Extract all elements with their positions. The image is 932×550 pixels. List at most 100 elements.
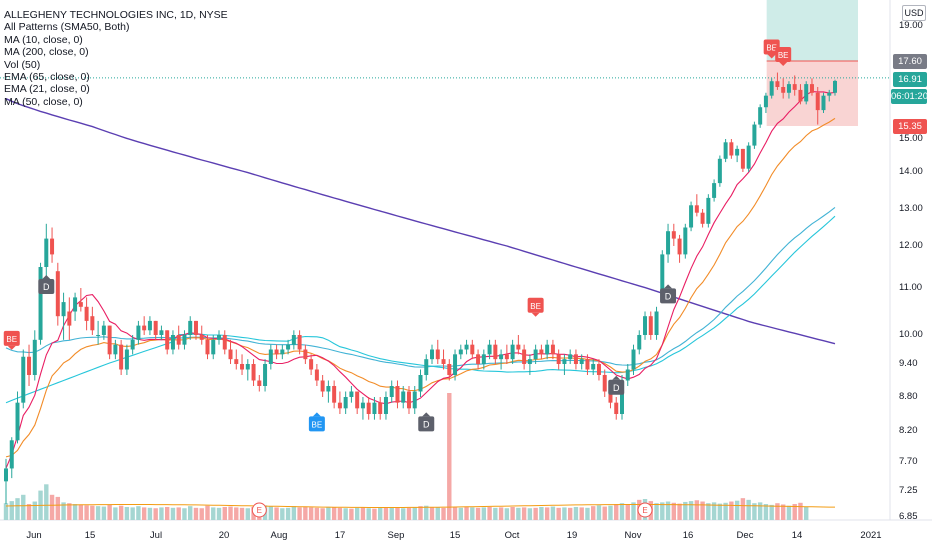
candle-body-37 bbox=[217, 335, 222, 340]
volume-bar-3 bbox=[21, 494, 26, 520]
volume-bar-125 bbox=[723, 502, 728, 520]
candle-body-143 bbox=[827, 92, 832, 96]
volume-bar-26 bbox=[153, 508, 158, 520]
candle-body-36 bbox=[211, 339, 216, 355]
x-tick-13: 14 bbox=[791, 530, 803, 541]
volume-bar-73 bbox=[424, 505, 429, 520]
volume-bar-31 bbox=[182, 508, 187, 520]
volume-bar-41 bbox=[239, 507, 245, 520]
volume-bar-81 bbox=[470, 507, 475, 520]
candle-body-66 bbox=[383, 397, 388, 414]
x-tick-12: Dec bbox=[736, 530, 754, 541]
price-label-stop: 15.35 bbox=[893, 119, 927, 134]
volume-bar-15 bbox=[90, 505, 95, 520]
volume-bar-90 bbox=[521, 507, 527, 520]
pattern-marker-pointer-2 bbox=[312, 412, 321, 417]
indicator-0[interactable]: All Patterns (SMA50, Both) bbox=[4, 21, 130, 34]
volume-bar-19 bbox=[113, 507, 118, 520]
candle-body-8 bbox=[50, 238, 55, 255]
volume-bar-118 bbox=[683, 501, 688, 520]
x-tick-2: Jul bbox=[149, 530, 163, 541]
volume-bar-5 bbox=[32, 501, 37, 520]
pattern-marker-label-4: BE bbox=[530, 302, 541, 311]
volume-bar-126 bbox=[729, 501, 734, 520]
candle-body-96 bbox=[556, 354, 561, 364]
volume-spike-bar bbox=[447, 393, 452, 520]
x-tick-4: Aug bbox=[270, 530, 288, 541]
candle-body-34 bbox=[199, 335, 204, 340]
indicator-1[interactable]: MA (10, close, 0) bbox=[4, 33, 83, 46]
candle-body-81 bbox=[470, 344, 475, 355]
x-tick-3: 20 bbox=[218, 530, 230, 541]
pattern-marker-pointer-6 bbox=[664, 284, 673, 289]
legend: ALLEGHENY TECHNOLOGIES INC, 1D, NYSE All… bbox=[4, 9, 228, 108]
x-tick-1: 15 bbox=[84, 530, 96, 541]
candle-body-78 bbox=[453, 354, 458, 375]
volume-bar-70 bbox=[406, 507, 412, 520]
pattern-marker-pointer-7 bbox=[767, 54, 776, 59]
volume-bar-78 bbox=[452, 507, 458, 520]
volume-bar-47 bbox=[274, 507, 279, 520]
pattern-marker-box-2 bbox=[308, 416, 325, 432]
x-tick-5: 17 bbox=[334, 530, 346, 541]
y-tick-9: 10.00 bbox=[899, 329, 923, 340]
volume-bar-37 bbox=[216, 507, 222, 520]
volume-bar-8 bbox=[49, 494, 55, 520]
y-tick-14: 7.25 bbox=[899, 485, 918, 496]
volume-bar-4 bbox=[26, 504, 32, 520]
volume-bar-13 bbox=[78, 504, 84, 520]
indicator-4[interactable]: EMA (65, close, 0) bbox=[4, 71, 90, 84]
indicator-5[interactable]: EMA (21, close, 0) bbox=[4, 83, 90, 96]
volume-bar-79 bbox=[458, 507, 463, 520]
volume-bar-139 bbox=[804, 506, 809, 520]
candle-body-121 bbox=[700, 212, 705, 224]
candle-body-44 bbox=[257, 380, 262, 386]
candle-body-130 bbox=[752, 124, 757, 146]
earnings-marker-0 bbox=[251, 502, 267, 518]
candle-body-137 bbox=[792, 84, 797, 90]
candle-body-83 bbox=[481, 354, 486, 364]
candle-body-112 bbox=[648, 316, 653, 335]
volume-bar-105 bbox=[608, 505, 613, 520]
pattern-marker-pointer-3 bbox=[422, 412, 431, 417]
candle-body-7 bbox=[44, 238, 49, 267]
volume-bar-93 bbox=[539, 506, 544, 520]
volume-bar-84 bbox=[487, 506, 492, 520]
pattern-marker-4: BE bbox=[527, 297, 544, 317]
volume-bar-65 bbox=[378, 507, 383, 520]
pattern-marker-label-7: BE bbox=[766, 44, 777, 53]
volume-bar-133 bbox=[769, 504, 774, 520]
volume-bar-120 bbox=[694, 500, 700, 520]
volume-bar-122 bbox=[706, 503, 711, 520]
candle-body-61 bbox=[355, 391, 360, 409]
candle-body-17 bbox=[101, 325, 106, 335]
candle-body-140 bbox=[809, 84, 814, 93]
pattern-marker-box-0 bbox=[3, 330, 20, 346]
volume-bar-108 bbox=[625, 504, 630, 520]
pattern-marker-box-5 bbox=[608, 379, 625, 395]
indicator-6[interactable]: MA (50, close, 0) bbox=[4, 95, 83, 108]
candle-body-46 bbox=[268, 349, 273, 364]
indicator-3[interactable]: Vol (50) bbox=[4, 58, 41, 71]
candle-body-57 bbox=[332, 386, 337, 403]
candle-body-106 bbox=[614, 402, 619, 414]
candle-body-133 bbox=[769, 81, 774, 96]
candle-body-49 bbox=[286, 344, 291, 350]
volume-bar-63 bbox=[366, 508, 371, 520]
candle-body-71 bbox=[412, 391, 417, 409]
indicator-2[interactable]: MA (200, close, 0) bbox=[4, 46, 89, 59]
volume-bar-22 bbox=[130, 507, 135, 520]
price-label-target: 17.60 bbox=[893, 54, 927, 69]
candle-body-105 bbox=[608, 391, 613, 403]
volume-bar-101 bbox=[585, 507, 590, 520]
currency-badge[interactable]: USD bbox=[902, 5, 926, 21]
volume-bar-17 bbox=[101, 506, 107, 520]
pattern-marker-pointer-0 bbox=[7, 345, 16, 350]
candle-body-90 bbox=[522, 349, 527, 364]
candle-body-95 bbox=[550, 344, 555, 355]
candle-body-75 bbox=[435, 349, 440, 360]
candle-body-120 bbox=[694, 205, 699, 213]
candle-body-16 bbox=[96, 335, 101, 336]
candle-body-126 bbox=[729, 142, 734, 156]
